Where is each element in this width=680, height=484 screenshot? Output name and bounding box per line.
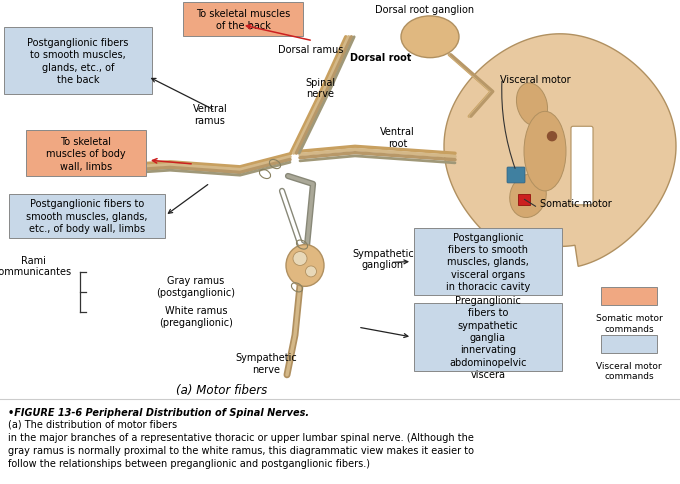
Text: Postganglionic
fibers to smooth
muscles, glands,
visceral organs
in thoracic cav: Postganglionic fibers to smooth muscles,… (446, 232, 530, 292)
FancyBboxPatch shape (601, 288, 657, 305)
FancyBboxPatch shape (4, 28, 152, 95)
Text: Rami
communicantes: Rami communicantes (0, 255, 72, 277)
Text: Postganglionic fibers
to smooth muscles,
glands, etc., of
the back: Postganglionic fibers to smooth muscles,… (27, 38, 129, 85)
Text: (a) The distribution of motor fibers
in the major branches of a representative t: (a) The distribution of motor fibers in … (8, 419, 474, 469)
Text: Ventral
ramus: Ventral ramus (192, 104, 227, 126)
Text: To skeletal
muscles of body
wall, limbs: To skeletal muscles of body wall, limbs (46, 136, 126, 171)
FancyBboxPatch shape (414, 228, 562, 296)
FancyBboxPatch shape (26, 131, 146, 177)
Ellipse shape (516, 84, 547, 127)
Ellipse shape (286, 245, 324, 287)
Text: Sympathetic
ganglion: Sympathetic ganglion (352, 248, 413, 270)
FancyBboxPatch shape (9, 195, 165, 238)
Text: Visceral motor
commands: Visceral motor commands (596, 361, 662, 380)
Text: Sympathetic
nerve: Sympathetic nerve (235, 352, 297, 374)
Bar (518, 195, 530, 205)
Text: Preganglionic
fibers to
sympathetic
ganglia
innervating
abdominopelvic
viscera: Preganglionic fibers to sympathetic gang… (449, 295, 527, 379)
Text: Dorsal root: Dorsal root (350, 53, 411, 62)
Text: (a) Motor fibers: (a) Motor fibers (176, 383, 268, 396)
Text: •FIGURE 13-6 Peripheral Distribution of Spinal Nerves.: •FIGURE 13-6 Peripheral Distribution of … (8, 407, 309, 417)
Ellipse shape (401, 17, 459, 59)
Text: Spinal
nerve: Spinal nerve (305, 77, 335, 99)
Text: Dorsal ramus: Dorsal ramus (278, 45, 343, 55)
Text: Somatic motor: Somatic motor (540, 198, 612, 209)
Circle shape (293, 252, 307, 266)
Text: Dorsal root ganglion: Dorsal root ganglion (375, 5, 474, 15)
Circle shape (547, 133, 556, 141)
Text: White ramus
(preganglionic): White ramus (preganglionic) (159, 305, 233, 327)
Text: Ventral
root: Ventral root (380, 127, 415, 149)
FancyBboxPatch shape (183, 3, 303, 37)
FancyBboxPatch shape (571, 127, 593, 205)
Ellipse shape (524, 112, 566, 192)
Text: To skeletal muscles
of the back: To skeletal muscles of the back (196, 9, 290, 31)
FancyBboxPatch shape (507, 167, 525, 183)
Circle shape (305, 266, 316, 277)
FancyBboxPatch shape (601, 335, 657, 353)
Ellipse shape (510, 175, 546, 218)
Polygon shape (444, 35, 676, 267)
Text: Gray ramus
(postganglionic): Gray ramus (postganglionic) (156, 276, 235, 297)
Text: Postganglionic fibers to
smooth muscles, glands,
etc., of body wall, limbs: Postganglionic fibers to smooth muscles,… (27, 199, 148, 234)
Text: Visceral motor: Visceral motor (500, 75, 571, 84)
Text: Somatic motor
commands: Somatic motor commands (596, 314, 662, 333)
FancyBboxPatch shape (414, 303, 562, 371)
